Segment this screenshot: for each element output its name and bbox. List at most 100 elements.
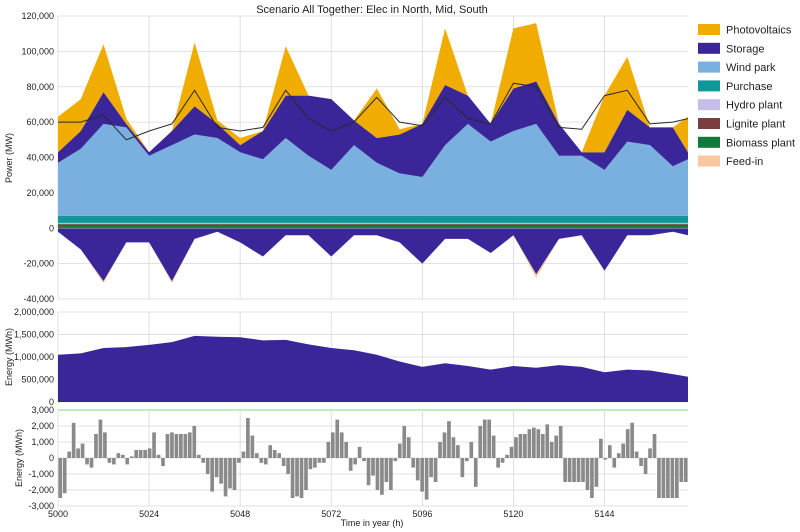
hourly-bar xyxy=(308,458,313,470)
hourly-y-ticks: -3,000 -2,000 -1,000 0 1,000 2,000 3,000 xyxy=(28,405,54,511)
series-area-hydro-plant xyxy=(58,222,688,224)
power-y-tick-label: -20,000 xyxy=(23,259,54,269)
hourly-bar xyxy=(657,458,661,498)
hourly-bar xyxy=(424,458,429,500)
hourly-bar xyxy=(152,432,156,458)
hourly-bar xyxy=(545,424,550,458)
hourly-bar xyxy=(103,432,107,458)
hourly-bar xyxy=(62,458,67,494)
hourly-bar xyxy=(196,454,201,458)
hourly-bar xyxy=(666,458,670,498)
hourly-bar xyxy=(161,458,165,466)
hourly-bar xyxy=(380,458,384,495)
hourly-bar xyxy=(250,435,255,458)
energy-y-axis-label: Energy (MWh) xyxy=(4,328,14,386)
hourly-bar xyxy=(322,458,326,463)
energy-y-ticks: 0 500,000 1,000,000 1,500,000 2,000,000 xyxy=(14,307,54,407)
hourly-bar xyxy=(518,434,523,458)
hourly-bar xyxy=(549,442,554,458)
hourly-bar xyxy=(129,456,134,458)
x-tick-label: 5072 xyxy=(321,509,341,519)
power-y-tick-label: 80,000 xyxy=(26,82,54,92)
hourly-bar xyxy=(295,458,299,497)
hourly-bar xyxy=(411,458,416,468)
hourly-bar xyxy=(281,458,286,466)
hourly-bar xyxy=(509,446,514,458)
hourly-bar xyxy=(505,454,509,458)
energy-area xyxy=(58,335,688,402)
energy-y-tick-label: 500,000 xyxy=(21,375,54,385)
hourly-bar xyxy=(313,458,317,468)
series-area-negative-storage xyxy=(58,228,688,282)
hourly-bar xyxy=(491,435,496,458)
series-area-purchase xyxy=(58,215,688,223)
hourly-bar xyxy=(433,458,438,482)
hourly-bar xyxy=(71,422,76,458)
hourly-bar xyxy=(366,458,371,486)
hourly-bar xyxy=(581,458,585,482)
hourly-bar xyxy=(228,458,232,489)
hourly-bar xyxy=(344,442,349,458)
hourly-bar xyxy=(134,450,139,458)
x-axis-label: Time in year (h) xyxy=(341,518,404,528)
hourly-bar xyxy=(112,458,116,465)
hourly-bar xyxy=(232,458,237,490)
hourly-bar xyxy=(496,458,500,468)
hourly-bar xyxy=(393,458,398,462)
hourly-bar xyxy=(80,443,85,458)
hourly-bar xyxy=(125,458,130,465)
hourly-bar xyxy=(397,443,402,458)
hourly-bar xyxy=(375,458,380,490)
hourly-bar xyxy=(447,421,451,458)
hourly-bar xyxy=(536,429,541,458)
hourly-bar xyxy=(277,453,282,458)
hourly-bar xyxy=(94,434,98,458)
hourly-bar xyxy=(625,429,630,458)
energy-areas xyxy=(58,335,688,402)
legend-swatch-purchase xyxy=(698,80,720,92)
hourly-y-axis-label: Energy (MWh) xyxy=(14,429,24,487)
legend-label-lignite-plant: Lignite plant xyxy=(726,119,785,131)
hourly-bar xyxy=(572,458,576,482)
hourly-bar xyxy=(98,419,103,458)
hourly-bar xyxy=(143,450,147,458)
hourly-bar xyxy=(630,422,634,458)
legend-swatch-photovoltaics xyxy=(698,24,720,35)
hourly-bar xyxy=(192,426,197,458)
hourly-bar xyxy=(147,448,152,458)
hourly-bar xyxy=(205,458,210,474)
hourly-bar xyxy=(643,458,648,474)
hourly-bar xyxy=(339,432,344,458)
hourly-bar xyxy=(558,426,563,458)
hourly-bar xyxy=(76,448,80,458)
hourly-bar xyxy=(482,419,487,458)
x-tick-label: 5024 xyxy=(139,509,159,519)
power-y-axis-label: Power (MW) xyxy=(4,133,14,183)
hourly-bar xyxy=(174,434,179,458)
series-area-storage xyxy=(58,81,688,177)
power-y-tick-label: 40,000 xyxy=(26,153,54,163)
power-y-tick-label: 60,000 xyxy=(26,117,54,127)
legend-label-purchase: Purchase xyxy=(726,81,772,93)
hourly-y-tick-label: 2,000 xyxy=(31,421,54,431)
hourly-bar xyxy=(237,458,241,463)
power-legend: Photovoltaics Storage Wind park Purchase Hyd… xyxy=(698,24,795,168)
hourly-y-tick-label: -1,000 xyxy=(28,469,54,479)
hourly-bar xyxy=(272,450,277,458)
hourly-bar xyxy=(451,437,456,458)
hourly-bar xyxy=(120,454,125,458)
x-tick-label: 5144 xyxy=(594,509,614,519)
power-y-tick-label: 120,000 xyxy=(21,11,54,21)
hourly-bar xyxy=(335,419,340,458)
hourly-bar xyxy=(670,458,675,498)
power-areas xyxy=(58,23,689,284)
hourly-bar xyxy=(473,458,478,487)
legend-label-wind-park: Wind park xyxy=(726,62,776,74)
hourly-bar xyxy=(85,458,89,465)
hourly-bar xyxy=(639,458,643,466)
hourly-bar xyxy=(187,432,192,458)
power-chart: -40,000 -20,000 0 20,000 40,000 60,000 80,000 1… xyxy=(4,11,689,304)
power-y-ticks: -40,000 -20,000 0 20,000 40,000 60,000 80,000 1… xyxy=(21,11,54,304)
hourly-bar xyxy=(683,458,688,482)
